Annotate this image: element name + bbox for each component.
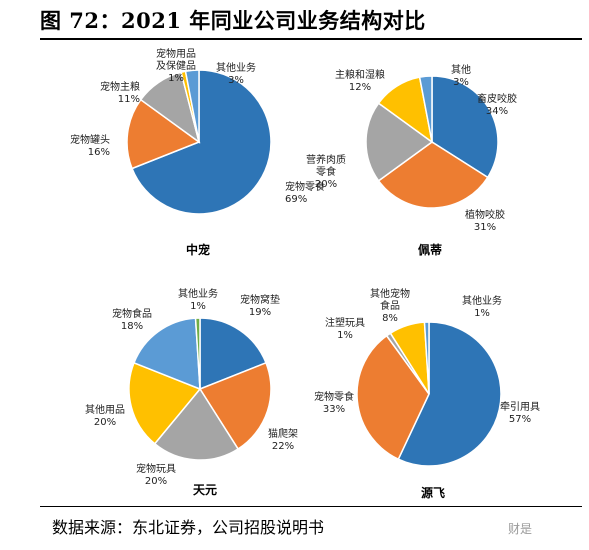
pie-slice: [184, 69, 200, 143]
pie-chart-2: 畜皮咬胶 34% 植物咬胶 31% 营养肉质零食 20% 主粮和湿粮 12% 其他 3% 佩蒂: [306, 63, 517, 257]
slice-label: 畜皮咬胶 34%: [477, 92, 517, 117]
source-note: 数据来源：东北证券，公司招股说明书: [52, 518, 325, 537]
pie-slice: [128, 361, 202, 445]
slice-label: 宠物罐头 16%: [70, 133, 110, 158]
pie-slice: [423, 321, 430, 395]
slice-label: 宠物窝垫 19%: [240, 293, 280, 318]
pie-chart-4: 牵引用具 57% 宠物零食 33% 注塑玩具 1%其他宠物食品 8% 其他业务 1% 源飞: [314, 287, 540, 500]
slice-label: 宠物零食 33%: [314, 390, 354, 415]
slice-label: 其他业务 3%: [216, 61, 256, 86]
pie-slice: [133, 317, 201, 391]
pie-slice: [199, 317, 267, 391]
title-rule: [40, 38, 582, 40]
slice-label: 其他业务 1%: [178, 287, 218, 312]
pie-slice: [356, 334, 430, 461]
slice-label: 主粮和湿粮 12%: [335, 68, 385, 93]
pie-slice: [198, 361, 272, 450]
pie-chart-title: 中宠: [186, 242, 210, 257]
bottom-rule: [40, 506, 582, 507]
pie-slice: [365, 102, 434, 182]
pie-chart-title: 天元: [193, 483, 217, 497]
pie-slice: [397, 321, 502, 467]
pie-slice: [131, 69, 272, 215]
slice-label: 其他 3%: [451, 63, 471, 88]
pie-chart-title: 佩蒂: [418, 242, 442, 257]
slice-label: 宠物零食 69%: [285, 180, 325, 205]
slice-label: 其他宠物食品 8%: [370, 287, 410, 324]
slice-label: 牵引用具 57%: [500, 401, 540, 425]
figure-title: 图 72：2021 年同业公司业务结构对比: [40, 8, 426, 33]
slice-label: 宠物食品 18%: [112, 307, 152, 332]
slice-label: 注塑玩具 1%: [325, 316, 365, 341]
pie-slice: [418, 75, 433, 143]
slice-label: 其他用品 20%: [85, 403, 125, 428]
slice-label: 宠物用品及保健品 1%: [156, 47, 196, 84]
pie-slice: [377, 141, 489, 209]
pie-chart-3: 宠物窝垫 19% 猫爬架 22% 宠物玩具 20% 其他用品 20% 宠物食品 18% 其他业务 1%…: [85, 287, 298, 497]
slice-label: 营养肉质零食 20%: [306, 153, 346, 190]
slice-label: 其他业务 1%: [462, 294, 502, 319]
slice-label: 猫爬架 22%: [268, 427, 298, 452]
slice-label: 植物咬胶 31%: [465, 208, 505, 233]
pie-slice: [194, 317, 201, 390]
slice-label: 宠物主粮 11%: [100, 80, 140, 105]
watermark: 财是: [508, 522, 533, 536]
pie-slice: [153, 387, 240, 461]
pie-chart-title: 源飞: [421, 485, 445, 500]
slice-label: 宠物玩具 20%: [136, 462, 176, 487]
pie-slice: [126, 98, 201, 170]
pie-chart-1: 宠物零食 69% 宠物罐头 16% 宠物主粮 11% 宠物用品及保健品 1% 其他业务 3% 中宠: [70, 47, 325, 257]
